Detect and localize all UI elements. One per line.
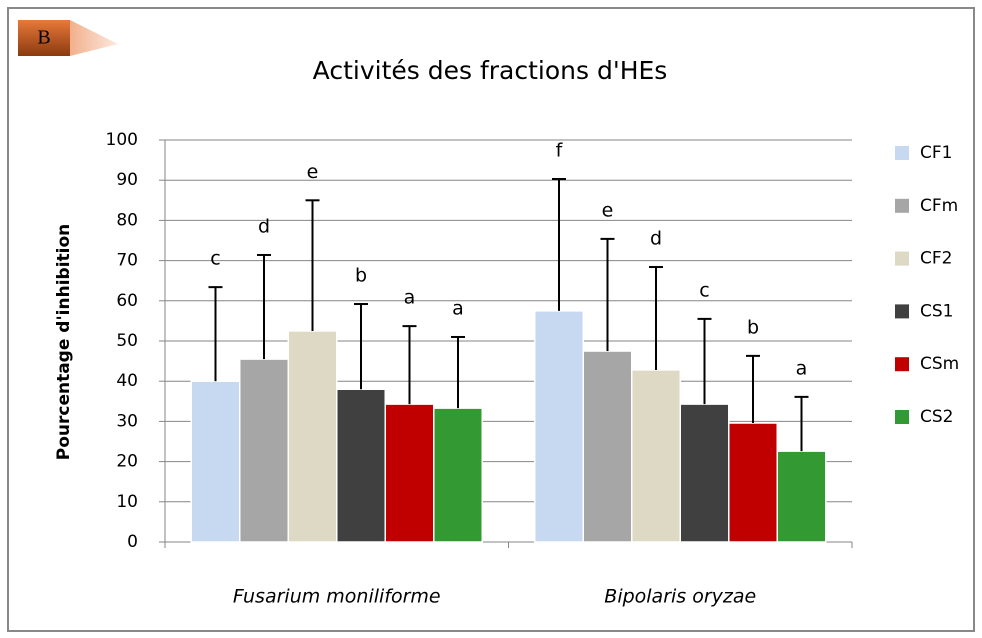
bar [239, 358, 289, 543]
legend-label: CFm [920, 196, 958, 216]
bar [384, 403, 435, 543]
bar [534, 310, 584, 543]
significance-label: a [452, 297, 464, 319]
y-tick-label: 10 [116, 492, 138, 512]
legend-swatch [895, 251, 909, 266]
badge-wedge [70, 20, 118, 56]
y-tick-label: 0 [127, 532, 138, 552]
significance-label: b [355, 265, 367, 287]
bar [631, 369, 681, 543]
frame [7, 7, 975, 632]
legend-label: CS2 [920, 407, 953, 427]
y-tick-label: 50 [116, 331, 138, 351]
significance-label: d [650, 228, 662, 250]
bar [679, 403, 730, 543]
y-tick-label: 60 [116, 291, 138, 311]
significance-label: a [796, 357, 808, 379]
legend-swatch [895, 304, 909, 319]
y-tick-label: 70 [116, 251, 138, 271]
significance-label: e [602, 199, 614, 221]
legend-label: CS1 [920, 301, 953, 321]
y-tick-label: 40 [116, 371, 138, 391]
legend-swatch [895, 410, 909, 424]
panel-label: B [37, 27, 50, 49]
legend-swatch [895, 198, 909, 213]
bar [336, 388, 386, 543]
legend-label: CF1 [920, 143, 952, 163]
legend-label: CF2 [920, 249, 952, 269]
x-tick-label: Fusarium moniliforme [233, 586, 441, 608]
significance-label: c [699, 279, 709, 301]
bar [190, 380, 241, 543]
significance-label: e [307, 161, 319, 183]
y-tick-label: 30 [116, 411, 138, 431]
significance-label: c [210, 248, 220, 270]
y-tick-label: 20 [116, 452, 138, 472]
y-tick-label: 90 [116, 170, 138, 190]
legend-swatch [895, 146, 909, 160]
significance-label: b [747, 316, 759, 338]
bar [728, 422, 778, 543]
y-tick-label: 80 [116, 210, 138, 230]
legend-swatch [895, 357, 909, 372]
significance-label: f [556, 139, 564, 161]
bar [582, 350, 633, 543]
significance-label: d [258, 215, 270, 237]
bar [433, 407, 483, 543]
bar [287, 330, 338, 543]
significance-label: a [404, 287, 416, 309]
y-tick-label: 100 [106, 130, 138, 150]
legend-label: CSm [920, 354, 959, 374]
y-axis-label: Pourcentage d'inhibition [54, 224, 74, 461]
bar [776, 450, 827, 543]
chart-title: Activités des fractions d'HEs [313, 56, 668, 85]
x-tick-label: Bipolaris oryzae [604, 586, 756, 608]
badge [18, 20, 70, 56]
